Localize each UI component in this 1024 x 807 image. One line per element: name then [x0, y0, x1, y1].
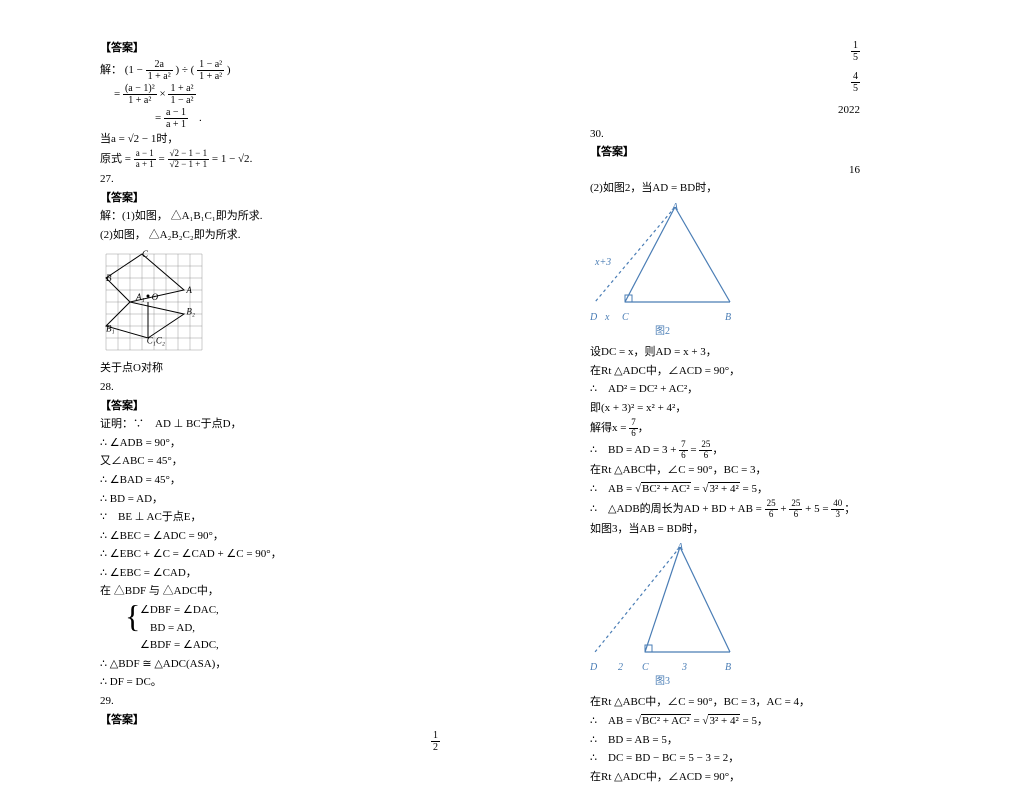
left-column: 【答案】 解： (1 − 2a1 + a² ) ÷ ( 1 − a²1 + a²…	[100, 40, 440, 787]
r9: ∴ AB = √BC² + AC² = √3² + 4² = 5，	[590, 481, 870, 499]
q30: 30.	[590, 126, 870, 144]
frac-45: 45	[590, 71, 870, 94]
answer-label-27: 【答案】	[100, 190, 440, 208]
svg-text:B: B	[725, 662, 731, 673]
q28: 28.	[100, 379, 440, 397]
right-column: 15 45 2022 30. 【答案】 16 (2)如图2，当AD = BD时，…	[590, 40, 870, 787]
svg-text:B₁: B₁	[106, 324, 115, 334]
svg-text:A: A	[676, 542, 684, 553]
r8: 在Rt △ABC中，∠C = 90°，BC = 3，	[590, 462, 870, 480]
q27: 27.	[100, 171, 440, 189]
svg-text:图2: 图2	[655, 325, 670, 337]
r13: ∴ AB = √BC² + AC² = √3² + 4² = 5，	[590, 713, 870, 731]
answer-label-28: 【答案】	[100, 398, 440, 416]
page: 【答案】 解： (1 − 2a1 + a² ) ÷ ( 1 − a²1 + a²…	[0, 0, 1024, 807]
l11: ∴ △BDF ≅ △ADC(ASA)，	[100, 656, 440, 674]
frac-1: 2a1 + a²	[146, 59, 173, 82]
r12: 在Rt △ABC中，∠C = 90°，BC = 3，AC = 4，	[590, 694, 870, 712]
answer-label: 【答案】	[100, 40, 440, 58]
p27-1: 解：(1)如图， △A₁B₁C₁即为所求.	[100, 208, 440, 226]
r10: ∴ △ADB的周长为AD + BD + AB = 256 + 256 + 5 =…	[590, 499, 870, 520]
y2022: 2022	[590, 102, 870, 120]
svg-text:C: C	[642, 662, 649, 673]
svg-text:x: x	[604, 312, 610, 323]
half-frac: 12	[100, 730, 440, 753]
r5: 即(x + 3)² = x² + 4²，	[590, 400, 870, 418]
r16b: 在Rt △ADC中，∠ACD = 90°，	[590, 769, 870, 787]
r6: 解得x = 76，	[590, 418, 870, 439]
l3: 又∠ABC = 45°，	[100, 453, 440, 471]
svg-text:C₁C₂: C₁C₂	[147, 336, 165, 346]
q29: 29.	[100, 693, 440, 711]
r2: 设DC = x，则AD = x + 3，	[590, 344, 870, 362]
l4: ∴ ∠BAD = 45°，	[100, 472, 440, 490]
when-a: 当a = √2 − 1时，	[100, 131, 440, 149]
orig-expr: 原式 = a − 1a + 1 = √2 − 1 − 1√2 − 1 + 1 =…	[100, 149, 440, 170]
expr-line-3: = a − 1a + 1 .	[100, 107, 440, 130]
svg-text:D: D	[590, 312, 598, 323]
proof-line: 证明：∵ AD ⊥ BC于点D，	[100, 416, 440, 434]
grid-figure: C B A A₁ O B₂ B₁ C₁C₂	[100, 248, 208, 356]
expr-line-1: 解： (1 − 2a1 + a² ) ÷ ( 1 − a²1 + a² )	[100, 59, 440, 82]
frac-15: 15	[590, 40, 870, 63]
svg-text:A₁: A₁	[135, 293, 145, 303]
l2: ∴ ∠ADB = 90°，	[100, 435, 440, 453]
svg-text:O: O	[152, 293, 159, 303]
answer-label-30: 【答案】	[590, 144, 870, 162]
l7: ∴ ∠BEC = ∠ADC = 90°，	[100, 528, 440, 546]
l8: ∴ ∠EBC + ∠C = ∠CAD + ∠C = 90°，	[100, 546, 440, 564]
svg-text:3: 3	[681, 662, 687, 673]
r15: ∴ DC = BD − BC = 5 − 3 = 2，	[590, 750, 870, 768]
p27-2: (2)如图， △A₂B₂C₂即为所求.	[100, 227, 440, 245]
sym-note: 关于点O对称	[100, 360, 440, 378]
svg-text:D: D	[590, 662, 598, 673]
answer-label-29: 【答案】	[100, 712, 440, 730]
triangle-fig-3: A D 2 C 3 B 图3	[590, 542, 750, 690]
svg-text:C: C	[622, 312, 629, 323]
triangle-fig-2: Ax+3 Dx C B 图2	[590, 202, 750, 340]
r11: 如图3，当AB = BD时，	[590, 521, 870, 539]
svg-text:B: B	[725, 312, 731, 323]
expr-line-2: = (a − 1)²1 + a² × 1 + a²1 − a²	[100, 83, 440, 106]
l6: ∵ BE ⊥ AC于点E，	[100, 509, 440, 527]
svg-text:A: A	[185, 285, 192, 295]
svg-text:A: A	[671, 202, 679, 213]
svg-text:B: B	[106, 273, 112, 283]
l10: 在 △BDF 与 △ADC中，	[100, 583, 440, 601]
l12: ∴ DF = DC。	[100, 674, 440, 692]
r4: ∴ AD² = DC² + AC²，	[590, 381, 870, 399]
frac-2: 1 − a²1 + a²	[197, 59, 224, 82]
svg-text:x+3: x+3	[594, 257, 611, 268]
r14: ∴ BD = AB = 5，	[590, 732, 870, 750]
l5: ∴ BD = AD，	[100, 491, 440, 509]
svg-text:2: 2	[618, 662, 623, 673]
r1: (2)如图2，当AD = BD时，	[590, 180, 870, 198]
r3: 在Rt △ADC中，∠ACD = 90°，	[590, 363, 870, 381]
system: { ∠DBF = ∠DAC, BD = AD, ∠BDF = ∠ADC,	[100, 602, 440, 655]
svg-text:图3: 图3	[655, 675, 670, 687]
r16: 16	[590, 162, 870, 180]
svg-text:C: C	[142, 249, 149, 259]
l9: ∴ ∠EBC = ∠CAD，	[100, 565, 440, 583]
r7: ∴ BD = AD = 3 + 76 = 256，	[590, 440, 870, 461]
svg-text:B₂: B₂	[186, 307, 195, 317]
